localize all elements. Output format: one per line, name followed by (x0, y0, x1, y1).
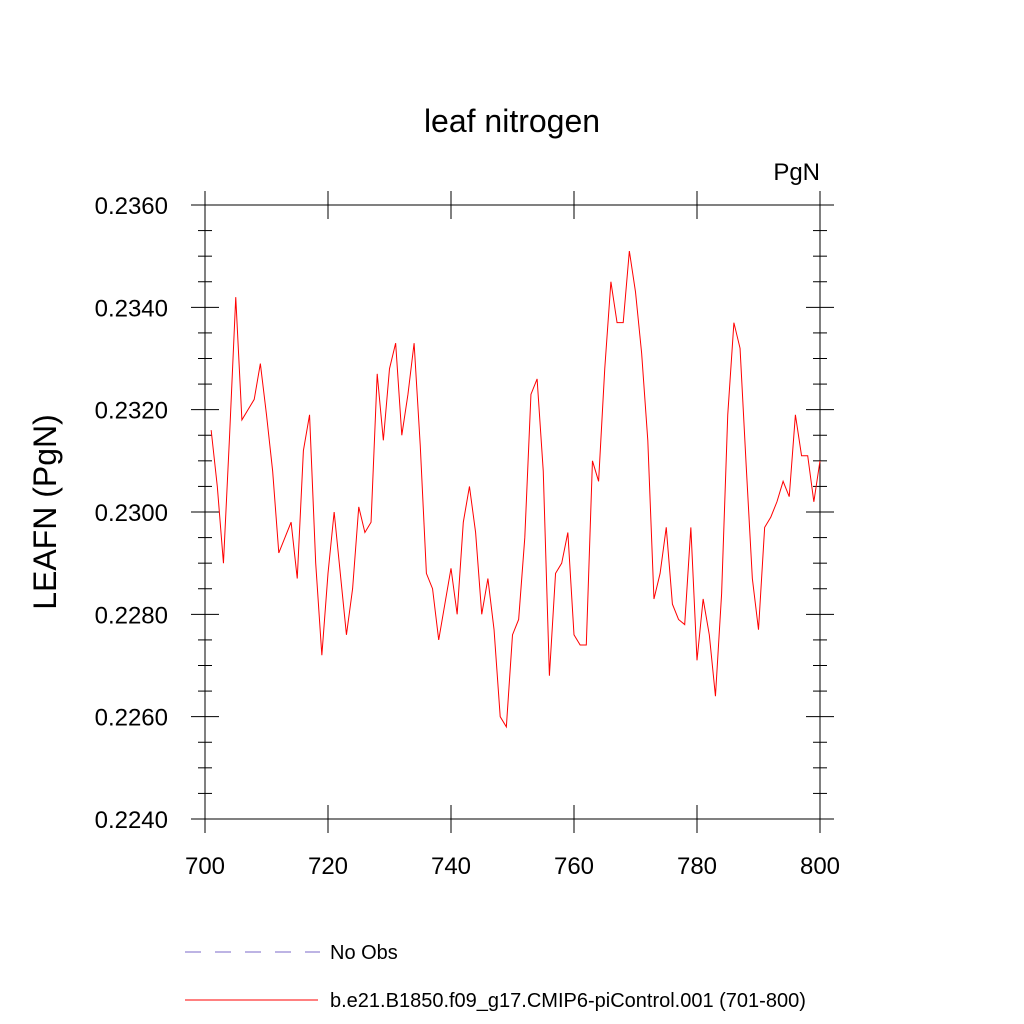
x-tick-label: 800 (800, 853, 840, 880)
x-tick-label: 740 (431, 853, 471, 880)
y-tick-label: 0.2320 (95, 398, 168, 425)
data-series (210, 250, 821, 729)
axis-tick-labels: 0.2240 0.2260 0.2280 0.2300 0.2320 0.2340 0.23… (95, 193, 840, 880)
y-tick-label: 0.2340 (95, 295, 168, 322)
legend: No Obs b.e21.B1850.f09_g17.CMIP6-piContr… (185, 942, 806, 1012)
y-tick-label: 0.2300 (95, 500, 168, 527)
plot-frame (204, 204, 821, 820)
legend-label-model: b.e21.B1850.f09_g17.CMIP6-piControl.001 … (330, 990, 806, 1012)
x-tick-label: 720 (308, 853, 348, 880)
y-tick-label: 0.2260 (95, 705, 168, 732)
x-tick-label: 780 (677, 853, 717, 880)
x-tick-label: 700 (185, 853, 225, 880)
axis-ticks (191, 191, 834, 833)
y-tick-label: 0.2280 (95, 602, 168, 629)
y-axis-label: LEAFN (PgN) (27, 414, 63, 610)
y-tick-label: 0.2360 (95, 193, 168, 220)
chart-title: leaf nitrogen (424, 103, 600, 139)
x-tick-label: 760 (554, 853, 594, 880)
units-label: PgN (773, 159, 820, 186)
y-tick-label: 0.2240 (95, 807, 168, 834)
series-line-1 (210, 250, 821, 729)
legend-label-no-obs: No Obs (330, 942, 398, 964)
